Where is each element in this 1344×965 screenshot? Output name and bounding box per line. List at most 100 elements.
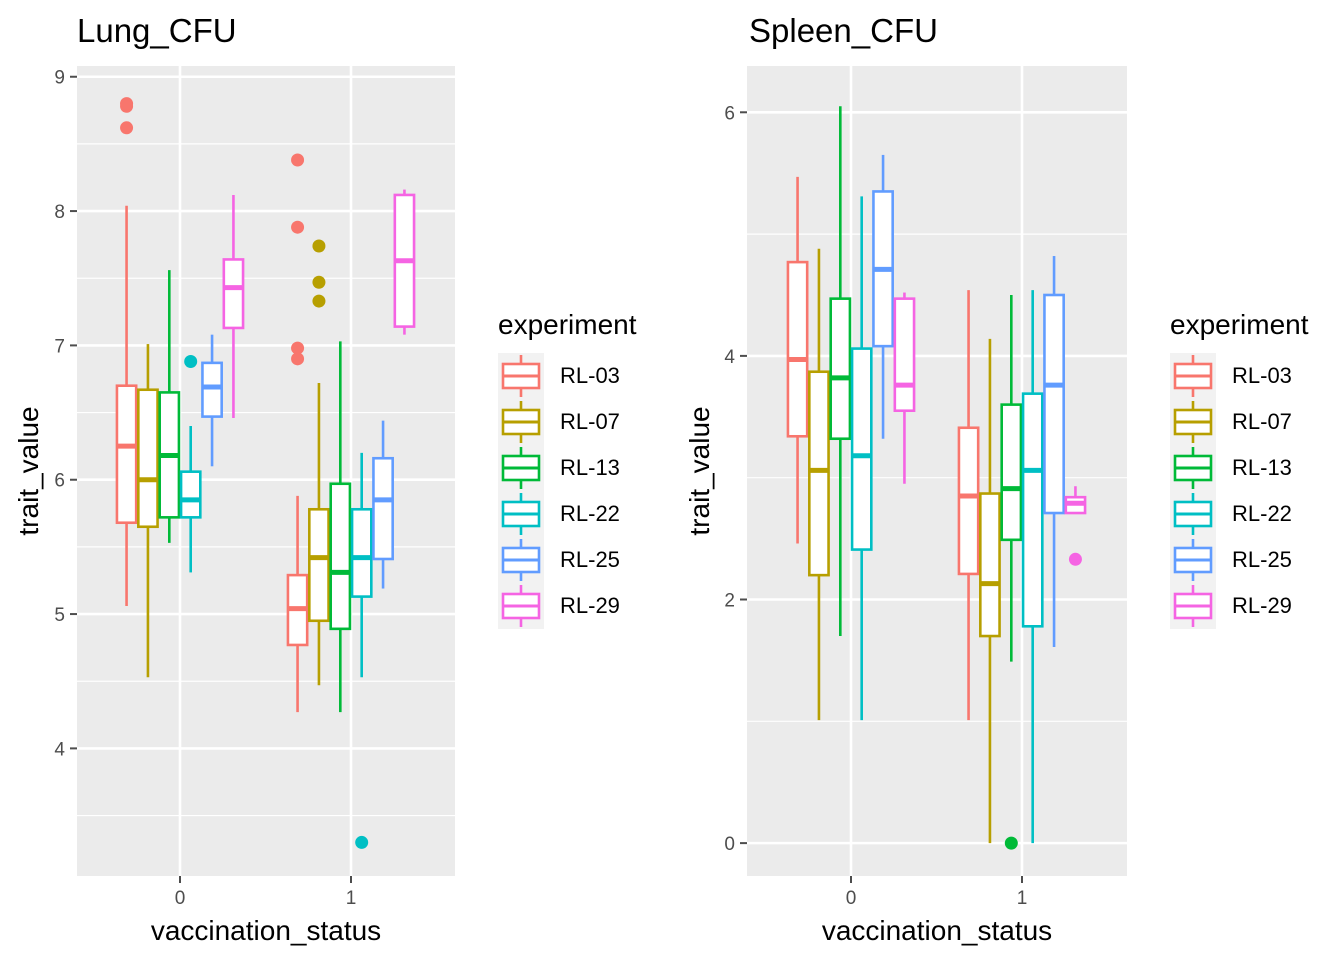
x-axis-title: vaccination_status: [822, 915, 1052, 946]
iqr-box: [893, 297, 916, 413]
box-rl-07-x1: [979, 338, 1001, 844]
box-rl-03-x0: [786, 176, 809, 544]
iqr-box: [850, 347, 873, 551]
legend-label: RL-07: [560, 409, 620, 434]
box-rl-29-x1: [1064, 486, 1087, 566]
iqr-box: [201, 361, 223, 418]
chart-title: Lung_CFU: [77, 12, 237, 49]
legend-label: RL-29: [1232, 593, 1292, 618]
box-rl-07-x1: [308, 239, 330, 686]
box-rl-25-x1: [1043, 256, 1065, 648]
iqr-box: [222, 258, 245, 330]
y-tick-label: 5: [54, 605, 65, 626]
y-tick-label: 0: [724, 834, 735, 855]
legend-item-rl-13: RL-13: [1173, 447, 1292, 489]
legend-item-rl-22: RL-22: [1173, 493, 1292, 535]
outlier-point: [120, 97, 134, 111]
iqr-box: [808, 370, 830, 577]
iqr-box: [372, 456, 394, 561]
legend-item-rl-25: RL-25: [501, 539, 620, 581]
legend-key-background: [498, 353, 544, 629]
legend-item-rl-07: RL-07: [501, 401, 620, 443]
iqr-box: [957, 426, 980, 576]
y-tick-label: 2: [724, 591, 735, 612]
box-rl-22-x1: [1021, 290, 1044, 844]
box-rl-07-x0: [137, 344, 159, 678]
box-rl-25-x0: [201, 334, 223, 467]
legend-item-rl-13: RL-13: [501, 447, 620, 489]
outlier-point: [291, 341, 305, 355]
box-rl-22-x0: [850, 196, 873, 721]
y-tick-label: 4: [54, 739, 65, 760]
y-tick-label: 4: [724, 347, 735, 368]
lung-cfu-chart: 4 5 6 7 8 9 0 1 Lung_CFU vaccination_status trait_…: [13, 12, 637, 946]
spleen-cfu-chart: 0 2 4 6 0 1 Spleen_CFU vaccination_status trait_…: [684, 12, 1309, 946]
iqr-box: [115, 384, 138, 525]
legend-title: experiment: [1170, 309, 1309, 340]
iqr-box: [137, 388, 159, 529]
box-rl-13-x1: [1000, 294, 1023, 850]
iqr-box: [1021, 392, 1044, 628]
legend-label: RL-25: [560, 547, 620, 572]
iqr-box: [1043, 293, 1065, 515]
outlier-point: [312, 275, 326, 289]
iqr-box: [179, 470, 202, 519]
legend-label: RL-07: [1232, 409, 1292, 434]
y-tick-label: 7: [54, 336, 65, 357]
outlier-point: [291, 153, 305, 167]
legend: experiment RL-03 RL-07 RL-13 RL-22 RL-25 RL-29: [498, 309, 637, 629]
box-rl-03-x1: [957, 290, 980, 721]
legend-item-rl-22: RL-22: [501, 493, 620, 535]
legend-key-background: [1170, 353, 1216, 629]
y-tick-label: 6: [54, 471, 65, 492]
outlier-point: [1068, 552, 1082, 566]
box-rl-29-x1: [393, 189, 416, 335]
legend-item-rl-07: RL-07: [1173, 401, 1292, 443]
y-tick-label: 8: [54, 202, 65, 223]
iqr-box: [979, 492, 1001, 638]
legend-title: experiment: [498, 309, 637, 340]
legend-label: RL-03: [560, 363, 620, 388]
iqr-box: [829, 297, 852, 441]
outlier-point: [120, 121, 134, 135]
iqr-box: [1000, 403, 1023, 542]
legend-item-rl-29: RL-29: [501, 585, 620, 627]
iqr-box: [329, 482, 352, 631]
legend: experiment RL-03 RL-07 RL-13 RL-22 RL-25 RL-29: [1170, 309, 1309, 629]
x-tick-label: 0: [175, 888, 186, 909]
legend-label: RL-22: [560, 501, 620, 526]
box-rl-22-x1: [350, 452, 373, 849]
y-axis-title: trait_value: [13, 406, 44, 535]
box-rl-13-x0: [158, 270, 181, 543]
y-tick-label: 9: [54, 68, 65, 89]
outlier-point: [355, 835, 369, 849]
legend-item-rl-03: RL-03: [501, 355, 620, 397]
legend-label: RL-13: [1232, 455, 1292, 480]
box-rl-29-x0: [893, 292, 916, 484]
y-tick-label: 6: [724, 103, 735, 124]
legend-label: RL-03: [1232, 363, 1292, 388]
legend-label: RL-13: [560, 455, 620, 480]
outlier-point: [291, 352, 305, 366]
box-rl-25-x0: [872, 154, 894, 439]
box-rl-13-x0: [829, 106, 852, 637]
outlier-point: [312, 239, 326, 253]
outlier-point: [184, 355, 198, 369]
x-tick-label: 1: [346, 888, 357, 909]
legend-item-rl-03: RL-03: [1173, 355, 1292, 397]
plot-panel: [747, 66, 1127, 876]
box-rl-03-x1: [286, 153, 309, 713]
chart-title: Spleen_CFU: [749, 12, 938, 49]
box-rl-03-x0: [115, 97, 138, 606]
iqr-box: [350, 507, 373, 598]
x-tick-label: 1: [1017, 888, 1028, 909]
legend-label: RL-25: [1232, 547, 1292, 572]
legend-item-rl-29: RL-29: [1173, 585, 1292, 627]
iqr-box: [308, 507, 330, 623]
iqr-box: [786, 260, 809, 438]
x-axis-title: vaccination_status: [151, 915, 381, 946]
outlier-point: [1004, 836, 1018, 850]
outlier-point: [291, 220, 305, 234]
y-axis-title: trait_value: [684, 406, 715, 535]
